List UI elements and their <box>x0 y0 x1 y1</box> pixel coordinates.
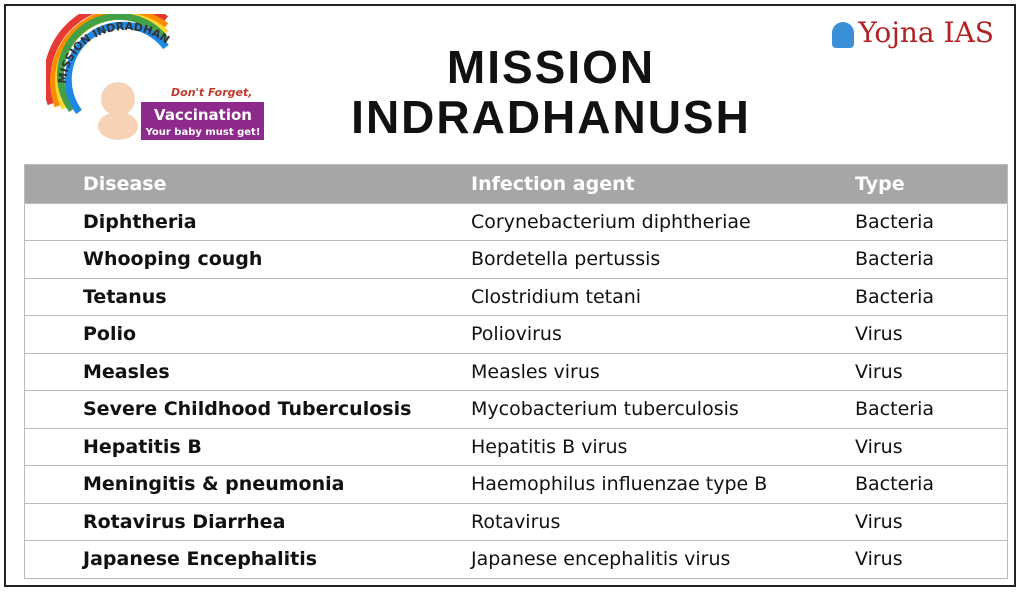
title: MISSION <box>446 41 656 93</box>
table-cell: Virus <box>855 510 903 533</box>
table-cell: Measles virus <box>471 360 600 383</box>
table-cell: Meningitis & pneumonia <box>83 473 345 496</box>
table-cell: Bordetella pertussis <box>471 248 661 271</box>
brand-icon <box>832 21 855 48</box>
table-cell: Polio <box>83 323 137 346</box>
table-cell: Japanese encephalitis virus <box>471 548 731 571</box>
logo-tagline: Don't Forget, <box>171 86 252 99</box>
baby-icon <box>98 112 138 140</box>
brand: Yojna IAS <box>832 16 994 49</box>
table-row: Polio Poliovirus Virus <box>25 315 1007 353</box>
table-row: Meningitis & pneumonia Haemophilus influe… <box>25 465 1007 503</box>
table-cell: Rotavirus <box>471 510 561 533</box>
table-cell: Clostridium tetani <box>471 285 642 308</box>
table-cell: Hepatitis B <box>83 435 202 458</box>
table-cell: Haemophilus influenzae type B <box>471 473 768 496</box>
table-row: Hepatitis B Hepatitis B virus Virus <box>25 427 1007 466</box>
table-cell: Japanese Encephalitis <box>83 548 318 571</box>
table-cell: Bacteria <box>855 210 934 233</box>
table-cell: Bacteria <box>855 398 934 421</box>
table-cell: Diphtheria <box>83 210 197 233</box>
table-cell: Measles <box>83 360 170 383</box>
logo: MISSION INDRADHANUSH Don't Forget, Vacci… <box>46 14 264 140</box>
table-cell: Corynebacterium diphtheriae <box>471 210 751 233</box>
table-row: Tetanus Clostridium tetani Bacteria <box>25 277 1007 316</box>
table-row: Japanese Encephalitis Japanese encephalit… <box>25 540 1007 578</box>
baby-icon <box>101 82 135 116</box>
logo-badge: Vaccination <box>154 106 252 124</box>
table-cell: Bacteria <box>855 285 934 308</box>
table-row: Measles Measles virus Virus <box>25 352 1007 391</box>
column-header: Disease <box>83 172 167 195</box>
column-header: Type <box>855 172 905 195</box>
table-cell: Poliovirus <box>471 323 562 346</box>
table-cell: Virus <box>855 435 903 458</box>
table: Disease Infection agent Type Diphtheria Cory… <box>24 164 1008 579</box>
table-cell: Virus <box>855 323 903 346</box>
logo-badge-bg <box>141 102 264 140</box>
brand-name: Yojna IAS <box>858 16 994 49</box>
table-cell: Virus <box>855 548 903 571</box>
table-row: Severe Childhood Tuberculosis Mycobacteri… <box>25 390 1007 428</box>
table-cell: Rotavirus Diarrhea <box>83 510 286 533</box>
table-cell: Severe Childhood Tuberculosis <box>83 398 412 421</box>
header-row: Disease Infection agent Type <box>25 165 1007 203</box>
logo-subline: Your baby must get! <box>145 127 261 138</box>
table-cell: Virus <box>855 360 903 383</box>
table-cell: Mycobacterium tuberculosis <box>471 398 739 421</box>
table-cell: Hepatitis B virus <box>471 435 628 458</box>
page: MISSION INDRADHANUSH Don't Forget, Vacci… <box>4 4 1016 587</box>
table-cell: Bacteria <box>855 473 934 496</box>
table-row: Whooping cough Bordetella pertussis Bacter… <box>25 240 1007 278</box>
table-cell: Whooping cough <box>83 248 263 271</box>
column-header: Infection agent <box>471 172 635 195</box>
table-cell: Bacteria <box>855 248 934 271</box>
table-row: Diphtheria Corynebacterium diphtheriae Bac… <box>25 202 1007 241</box>
title: INDRADHANUSH <box>351 91 751 143</box>
table-cell: Tetanus <box>83 285 167 308</box>
table-row: Rotavirus Diarrhea Rotavirus Virus <box>25 502 1007 541</box>
